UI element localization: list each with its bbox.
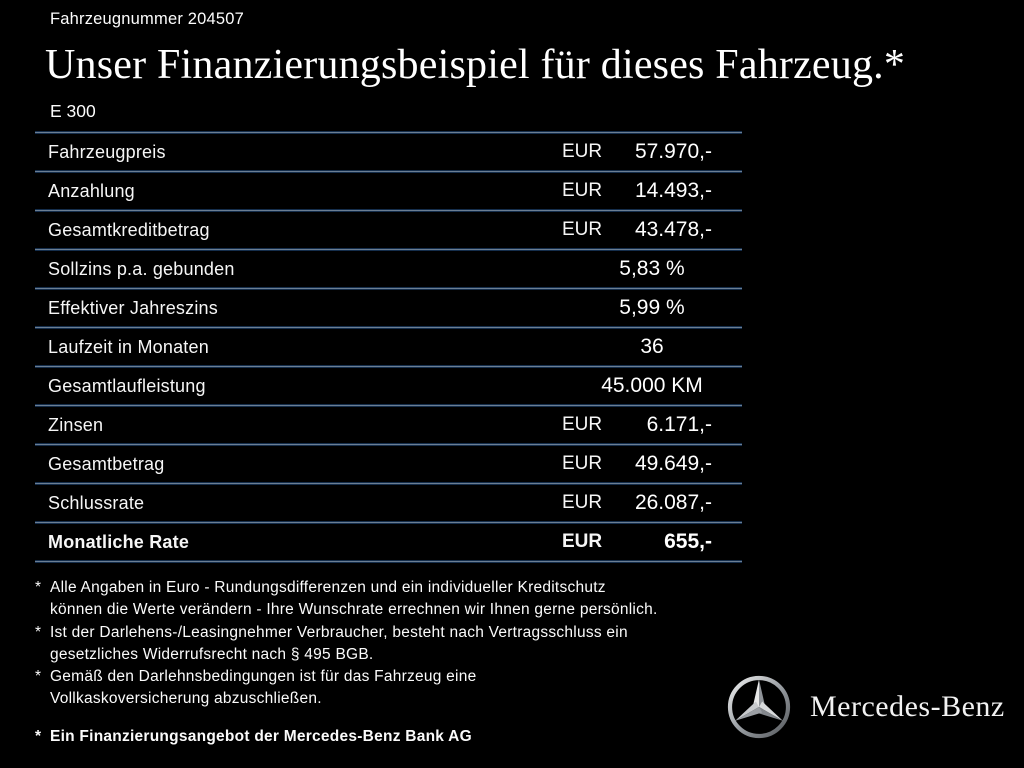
currency-label: EUR (562, 141, 603, 162)
asterisk-marker: * (35, 623, 42, 641)
row-value: 6.171,- (646, 413, 712, 436)
table-row: Fahrzeugpreis EUR 57.970,- (35, 134, 742, 170)
page-title: Unser Finanzierungsbeispiel für dieses F… (45, 42, 906, 88)
row-value: 5,99 % (619, 296, 685, 319)
row-value: 45.000 KM (601, 374, 703, 397)
row-value: 5,83 % (619, 257, 685, 280)
footnote: * Alle Angaben in Euro - Rundungsdiffere… (35, 577, 760, 622)
table-divider (35, 170, 742, 173)
mercedes-star-icon (726, 672, 794, 742)
table-row: Schlussrate EUR 26.087,- (35, 485, 742, 521)
footnote-text: Gemäß den Darlehnsbedingungen ist für da… (50, 668, 477, 708)
currency-label: EUR (562, 492, 603, 513)
currency-label: EUR (562, 180, 603, 201)
footnotes: * Alle Angaben in Euro - Rundungsdiffere… (35, 577, 760, 748)
table-row: Zinsen EUR 6.171,- (35, 407, 742, 443)
row-label: Anzahlung (48, 180, 135, 201)
row-label: Laufzeit in Monaten (48, 336, 209, 357)
brand-logo: Mercedes-Benz (726, 672, 1005, 742)
row-label: Gesamtkreditbetrag (48, 219, 210, 240)
vehicle-model: E 300 (50, 101, 96, 121)
row-label: Zinsen (48, 414, 104, 435)
table-row: Gesamtkreditbetrag EUR 43.478,- (35, 212, 742, 248)
row-label: Gesamtlaufleistung (48, 375, 206, 396)
table-divider (35, 404, 742, 407)
footnote-text: Ist der Darlehens-/Leasingnehmer Verbrau… (50, 623, 628, 663)
row-label: Schlussrate (48, 492, 145, 513)
footnote: * Gemäß den Darlehnsbedingungen ist für … (35, 666, 760, 711)
table-divider (35, 521, 742, 524)
asterisk-marker: * (35, 579, 42, 596)
asterisk-marker: * (35, 727, 42, 745)
table-row: Sollzins p.a. gebunden 5,83 % (35, 251, 742, 287)
footnote-financing-offer: * Ein Finanzierungsangebot der Mercedes-… (35, 726, 760, 748)
footnote-text: Ein Finanzierungsangebot der Mercedes-Be… (50, 727, 472, 745)
row-label: Sollzins p.a. gebunden (48, 258, 235, 279)
brand-name: Mercedes-Benz (810, 690, 1005, 723)
row-value: 14.493,- (634, 179, 712, 202)
row-label: Monatliche Rate (48, 531, 190, 552)
currency-label: EUR (562, 414, 603, 435)
asterisk-marker: * (35, 668, 42, 686)
finance-table: Fahrzeugpreis EUR 57.970,- Anzahlung EUR 1… (35, 131, 742, 563)
row-value: 36 (640, 335, 664, 358)
row-value: 43.478,- (634, 218, 712, 241)
row-value: 49.649,- (634, 452, 712, 475)
table-divider (35, 209, 742, 212)
currency-label: EUR (562, 531, 603, 552)
table-row: Anzahlung EUR 14.493,- (35, 173, 742, 209)
table-row: Gesamtlaufleistung 45.000 KM (35, 368, 742, 404)
table-divider (35, 287, 742, 290)
currency-label: EUR (562, 219, 603, 240)
currency-label: EUR (562, 453, 603, 474)
row-value: 57.970,- (634, 140, 712, 163)
table-row-monthly-rate: Monatliche Rate EUR 655,- (35, 524, 742, 560)
row-label: Gesamtbetrag (48, 453, 165, 474)
vehicle-number: Fahrzeugnummer 204507 (50, 10, 245, 28)
row-value: 26.087,- (634, 491, 712, 514)
table-divider (35, 365, 742, 368)
table-divider (35, 131, 742, 134)
table-row: Effektiver Jahreszins 5,99 % (35, 290, 742, 326)
table-divider (35, 326, 742, 329)
table-divider (35, 560, 742, 563)
row-value: 655,- (664, 530, 712, 553)
footnote: * Ist der Darlehens-/Leasingnehmer Verbr… (35, 622, 760, 667)
table-divider (35, 482, 742, 485)
table-row: Gesamtbetrag EUR 49.649,- (35, 446, 742, 482)
row-label: Effektiver Jahreszins (48, 297, 218, 318)
table-row: Laufzeit in Monaten 36 (35, 329, 742, 365)
table-divider (35, 443, 742, 446)
table-divider (35, 248, 742, 251)
row-label: Fahrzeugpreis (48, 141, 166, 162)
footnote-text: Alle Angaben in Euro - Rundungsdifferenz… (50, 579, 658, 619)
